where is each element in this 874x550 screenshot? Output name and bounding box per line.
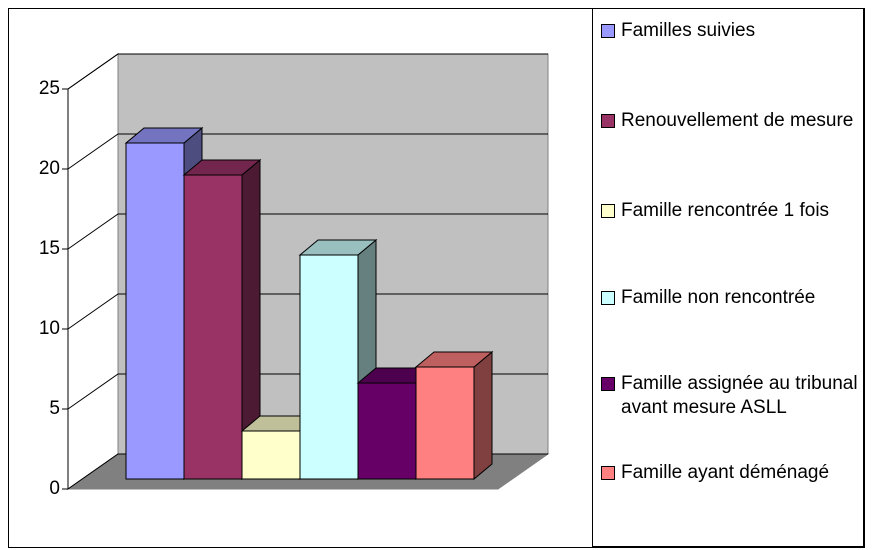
- bar: [183, 174, 243, 480]
- y-tick-label: 20: [39, 158, 60, 179]
- legend-entry: Famille rencontrée 1 fois: [601, 199, 863, 223]
- legend-entry: Famille ayant déménagé: [601, 461, 863, 485]
- bar-side: [473, 350, 493, 481]
- legend-label: Famille ayant déménagé: [621, 462, 830, 483]
- legend: Familles suivies Renouvellement de mesure…: [592, 8, 864, 547]
- y-tick-label: 10: [39, 318, 60, 339]
- bar: [125, 142, 185, 480]
- legend-label: Famille non rencontrée: [621, 287, 816, 308]
- legend-label: Famille rencontrée 1 fois: [621, 200, 830, 221]
- y-tick-label: 15: [39, 238, 60, 259]
- legend-label: Familles suivies: [621, 20, 756, 41]
- legend-label: Famille assignée au tribunal avant mesur…: [621, 373, 858, 418]
- legend-label: Renouvellement de mesure: [621, 110, 854, 131]
- grid-line: [67, 213, 548, 250]
- chart-border: [8, 8, 865, 548]
- grid-line: [67, 293, 548, 330]
- legend-swatch: [601, 466, 615, 480]
- legend-entry: Familles suivies: [601, 19, 863, 43]
- legend-swatch: [601, 291, 615, 305]
- legend-swatch: [601, 24, 615, 38]
- legend-swatch: [601, 114, 615, 128]
- legend-swatch: [601, 204, 615, 218]
- y-tick-label: 0: [49, 478, 60, 499]
- grid-line: [67, 53, 548, 90]
- side-wall: [67, 53, 119, 490]
- bar: [415, 366, 475, 480]
- legend-entry: Famille assignée au tribunal avant mesur…: [601, 372, 863, 420]
- bar: [357, 382, 417, 480]
- bar: [241, 430, 301, 480]
- legend-entry: Famille non rencontrée: [601, 286, 863, 310]
- legend-entry: Renouvellement de mesure: [601, 109, 863, 133]
- y-tick-label: 5: [49, 398, 60, 419]
- y-tick-label: 25: [39, 78, 60, 99]
- grid-line: [67, 133, 548, 170]
- legend-swatch: [601, 377, 615, 391]
- bar: [299, 254, 359, 480]
